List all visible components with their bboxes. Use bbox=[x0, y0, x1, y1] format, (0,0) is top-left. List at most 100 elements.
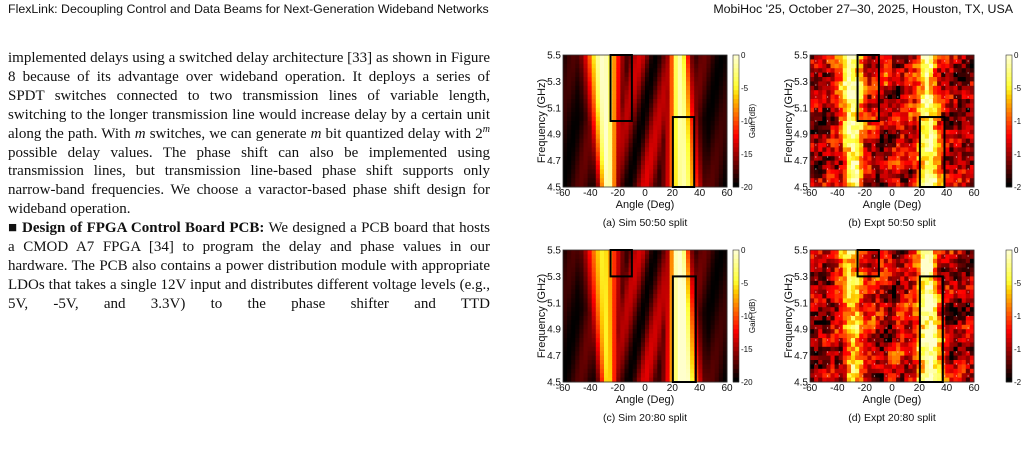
heatmap-cell bbox=[887, 311, 893, 317]
heatmap-cell bbox=[883, 316, 889, 321]
heatmap-cell bbox=[953, 103, 958, 109]
text-run: switches, we can generate bbox=[145, 125, 311, 142]
heatmap-cell bbox=[616, 165, 621, 170]
heatmap-cell bbox=[583, 169, 588, 175]
heatmap-cell bbox=[636, 342, 642, 348]
heatmap-cell bbox=[875, 94, 881, 100]
heatmap-cell bbox=[645, 99, 650, 104]
colorbar-cell bbox=[1006, 125, 1012, 131]
heatmap-cell bbox=[871, 160, 876, 166]
heatmap-cell bbox=[871, 254, 876, 260]
heatmap-cell bbox=[612, 107, 617, 113]
heatmap-cell bbox=[879, 267, 885, 273]
heatmap-cell bbox=[887, 72, 893, 78]
heatmap-cell bbox=[834, 368, 840, 374]
heatmap-cell bbox=[892, 77, 897, 82]
heatmap-cell bbox=[949, 173, 954, 179]
heatmap-cell bbox=[636, 63, 642, 69]
heatmap-cell bbox=[653, 68, 658, 73]
heatmap-cell bbox=[933, 250, 938, 255]
heatmap-cell bbox=[608, 289, 613, 295]
heatmap-cell bbox=[599, 333, 605, 339]
heatmap-cell bbox=[826, 360, 831, 365]
heatmap-cell bbox=[616, 355, 621, 361]
heatmap-cell bbox=[859, 280, 864, 286]
heatmap-cell bbox=[928, 125, 934, 131]
heatmap-cell bbox=[661, 302, 666, 308]
heatmap-cell bbox=[583, 129, 588, 135]
heatmap-cell bbox=[830, 342, 835, 348]
heatmap-cell bbox=[871, 355, 876, 361]
heatmap-cell bbox=[599, 63, 605, 69]
heatmap-cell bbox=[842, 254, 848, 260]
heatmap-cell bbox=[838, 368, 844, 374]
heatmap-cell bbox=[681, 129, 687, 135]
heatmap-cell bbox=[604, 250, 609, 255]
heatmap-cell bbox=[916, 103, 922, 109]
heatmap-cell bbox=[649, 90, 654, 95]
heatmap-cell bbox=[908, 254, 913, 260]
grid-dot bbox=[897, 156, 899, 158]
heatmap-cell bbox=[916, 285, 922, 290]
heatmap-cell bbox=[818, 156, 823, 161]
heatmap-cell bbox=[583, 116, 588, 122]
heatmap-cell bbox=[818, 377, 823, 383]
heatmap-cell bbox=[863, 121, 868, 126]
heatmap-cell bbox=[612, 302, 617, 308]
heatmap-cell bbox=[661, 272, 666, 277]
heatmap-cell bbox=[563, 377, 568, 383]
colorbar-cell bbox=[733, 107, 739, 113]
heatmap-cell bbox=[649, 258, 654, 264]
heatmap-cell bbox=[937, 276, 942, 282]
heatmap-cell bbox=[912, 85, 917, 91]
heatmap-cell bbox=[842, 94, 848, 100]
heatmap-cell bbox=[887, 55, 893, 60]
heatmap-cell bbox=[604, 311, 609, 317]
heatmap-cell bbox=[657, 368, 662, 374]
y-axis-label: Frequency (GHz) bbox=[536, 274, 548, 358]
heatmap-cell bbox=[640, 165, 646, 170]
heatmap-cell bbox=[657, 173, 662, 179]
heatmap-cell bbox=[636, 143, 642, 148]
heatmap-cell bbox=[583, 316, 588, 321]
heatmap-cell bbox=[669, 129, 675, 135]
heatmap-cell bbox=[875, 77, 881, 82]
colorbar-cell bbox=[733, 373, 739, 378]
heatmap-cell bbox=[846, 55, 852, 60]
heatmap-cell bbox=[826, 138, 831, 144]
heatmap-cell bbox=[632, 377, 638, 383]
heatmap-cell bbox=[904, 121, 909, 126]
heatmap-cell bbox=[875, 272, 881, 277]
heatmap-cell bbox=[920, 254, 926, 260]
heatmap-cell bbox=[665, 289, 670, 295]
heatmap-cell bbox=[810, 276, 815, 282]
heatmap-cell bbox=[587, 280, 593, 286]
heatmap-cell bbox=[867, 276, 872, 282]
heatmap-cell bbox=[587, 182, 593, 188]
heatmap-cell bbox=[928, 90, 934, 95]
heatmap-cell bbox=[673, 68, 679, 73]
heatmap-cell bbox=[945, 107, 950, 113]
heatmap-cell bbox=[599, 143, 605, 148]
x-tick-label: 60 bbox=[721, 383, 733, 394]
heatmap-cell bbox=[908, 156, 913, 161]
heatmap-cell bbox=[649, 129, 654, 135]
heatmap-cell bbox=[810, 289, 815, 295]
heatmap-cell bbox=[632, 320, 638, 326]
heatmap-cell bbox=[649, 351, 654, 356]
heatmap-cell bbox=[669, 351, 675, 356]
x-tick-label: 0 bbox=[642, 383, 648, 394]
heatmap-cell bbox=[657, 160, 662, 166]
heatmap-cell bbox=[859, 294, 864, 299]
heatmap-cell bbox=[653, 107, 658, 113]
heatmap-cell bbox=[645, 77, 650, 82]
heatmap-cell bbox=[636, 103, 642, 109]
heatmap-cell bbox=[887, 103, 893, 109]
heatmap-cell bbox=[957, 77, 963, 82]
heatmap-cell bbox=[933, 307, 938, 312]
grid-dot bbox=[932, 72, 934, 74]
heatmap-cell bbox=[681, 178, 687, 183]
heatmap-cell bbox=[900, 333, 905, 339]
heatmap-cell bbox=[583, 368, 588, 374]
heatmap-cell bbox=[694, 258, 699, 264]
